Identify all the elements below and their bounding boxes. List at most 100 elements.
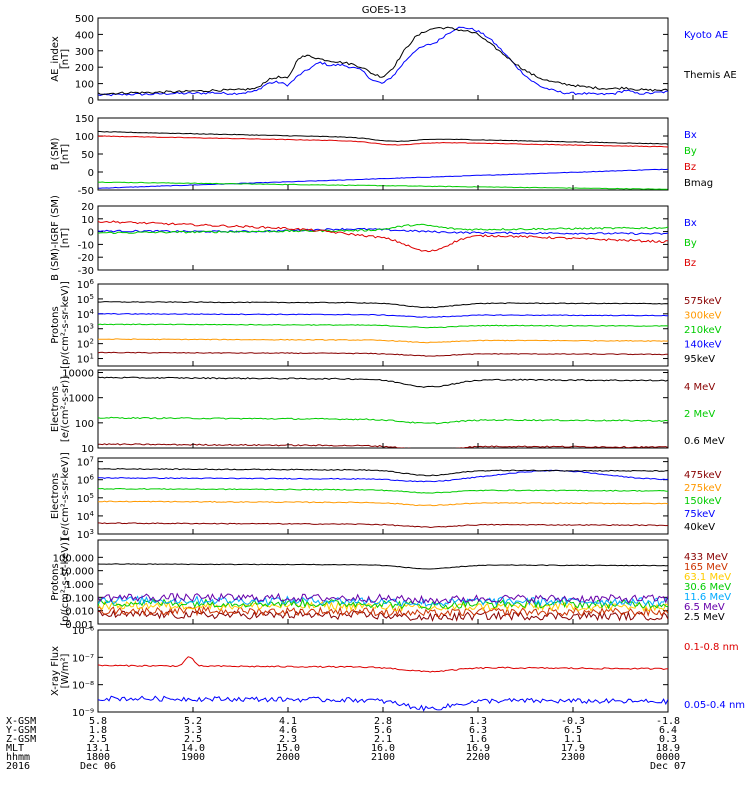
legend-label: Themis AE [683,70,737,81]
legend-label: 0.6 MeV [684,436,725,447]
legend-label: 4 MeV [684,382,715,393]
series-line-6-5-mev [98,592,668,605]
series-line-0-6-mev [98,376,668,388]
panel-frame [97,629,669,713]
series-line-275kev [98,500,668,507]
y-tick-label: 106 [77,278,95,291]
series-line-bz [98,220,668,253]
footer-cell-hhmm: 1900 [181,752,205,763]
legend-label: Bz [684,162,696,173]
y-tick-label: 101 [77,353,94,366]
y-tick-exponent: 5 [90,293,94,301]
series-group [98,656,668,712]
series-line-11-6-mev [98,594,668,608]
y-tick-exponent: 1 [90,353,94,361]
figure-title: GOES-13 [362,5,407,16]
series-line-95kev [98,301,668,309]
y-tick-label: 1.000 [65,580,94,591]
footer-cell-xgsm: 2.8 [374,716,392,727]
footer-cell-ygsm: 6.3 [469,725,487,736]
footer-cell-zgsm: 2.1 [374,734,392,745]
legend-label: 475keV [684,470,722,481]
y-tick-label: 104 [77,308,95,321]
footer-cell-ygsm: 1.8 [89,725,107,736]
footer-cell-hhmm: 2200 [466,752,490,763]
y-axis-label: [p/(cm²-s-sr-keV)] [60,281,71,369]
series-line-150kev [98,487,668,494]
legend-label: 30.6 MeV [684,582,731,593]
panel-electrons-kev: 103 104 105 106 107 Electrons [e/(cm²-s-sr-keV… [50,452,722,541]
footer-cell-hhmm: 2300 [561,752,585,763]
footer-cell-xgsm: 5.2 [184,716,202,727]
legend-label: 95keV [684,354,715,365]
footer-row-title: hhmm [6,752,30,763]
footer-row-title: X-GSM [6,716,36,727]
legend-label: Bx [684,130,697,141]
series-line-themis-ae [98,26,668,95]
y-tick-label: 0.001 [65,620,94,631]
footer-cell-zgsm: 1.1 [564,734,582,745]
y-tick-label: 10 [81,444,94,455]
y-tick-label: 100 [75,419,94,430]
legend-label: 150keV [684,496,722,507]
y-tick-exponent: 2 [90,338,94,346]
series-line-63-1-mev [98,600,668,612]
footer-date-end: Dec 07 [650,761,686,772]
series-line-bz [98,135,668,148]
legend-label: 63.1 MeV [684,572,731,583]
series-line-575kev [98,351,668,357]
panel-xray: 10⁻⁹ 10⁻⁸ 10⁻⁷ 10⁻⁶ X-ray Flux [W/m²] 0.1-0.8 … [50,626,745,719]
series-line-2-5-mev [98,563,668,570]
panel-frame [97,369,669,449]
series-group [98,563,668,623]
y-tick-exponent: 3 [90,528,94,536]
footer-date-start: Dec 06 [80,761,116,772]
y-axis-label: [nT] [60,228,71,248]
series-line-75kev [98,469,668,483]
footer-cell-mlt: 16.0 [371,743,395,754]
footer-cell-xgsm: -0.3 [561,716,585,727]
series-line-0-05-0-4-nm [98,695,668,712]
footer-cell-mlt: 15.0 [276,743,300,754]
y-tick-label: 1000 [69,394,94,405]
legend-label: 300keV [684,311,722,322]
y-tick-label: 10⁻⁷ [72,653,94,664]
footer-cell-xgsm: 4.1 [279,716,297,727]
panel-ae: 0 100 200 300 400 500 AE_index [nT] Kyoto AE Them… [50,14,737,107]
footer-cell-zgsm: 2.5 [184,734,202,745]
panel-protons-mev: 0.001 0.010 0.100 1.000 10.000 100.000Protons… [50,538,731,631]
y-tick-label: 104 [77,510,95,523]
y-axis-label: [nT] [60,49,71,69]
y-axis-label: AE_index [50,36,61,82]
y-tick-label: 0 [88,168,94,179]
legend-label: Bmag [684,178,713,189]
footer-row-title: 2016 [6,761,30,772]
legend-label: Kyoto AE [684,30,728,41]
legend-label: 2.5 MeV [684,612,725,623]
panel-frame [97,17,669,101]
footer-cell-hhmm: 2100 [371,752,395,763]
footer-row-title: Y-GSM [6,725,36,736]
series-line-0-1-0-8-nm [98,656,668,673]
y-tick-label: -10 [78,240,94,251]
series-line-300kev [98,338,668,344]
y-axis-label: Electrons [50,473,61,519]
legend-label: 0.1-0.8 nm [684,642,739,653]
y-tick-label: 10000 [62,369,94,380]
y-tick-exponent: 6 [90,278,95,286]
legend-label: 40keV [684,522,715,533]
footer-cell-hhmm: 1800 [86,752,110,763]
footer-cell-xgsm: 5.8 [89,716,107,727]
y-tick-label: 20 [81,202,94,213]
y-tick-label: 10⁻⁸ [72,681,94,692]
y-tick-label: 103 [77,323,94,336]
y-tick-label: 105 [77,492,94,505]
y-tick-label: 103 [77,528,94,541]
y-tick-label: 0 [88,96,94,107]
footer-cell-ygsm: 5.6 [374,725,392,736]
series-line-2-mev [98,416,668,425]
footer-cell-mlt: 16.9 [466,743,490,754]
y-tick-label: 10.000 [59,567,94,578]
